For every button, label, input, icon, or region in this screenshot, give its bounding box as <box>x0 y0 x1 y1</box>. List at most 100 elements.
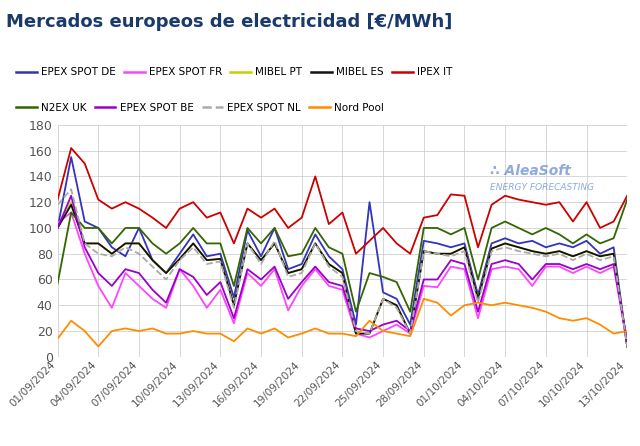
EPEX SPOT DE <box>380 290 387 295</box>
MIBEL PT <box>393 302 401 308</box>
EPEX SPOT BE <box>393 318 401 323</box>
IPEX IT <box>406 251 414 256</box>
MIBEL ES <box>148 257 156 263</box>
EPEX SPOT BE <box>623 339 631 344</box>
MIBEL PT <box>501 241 509 246</box>
IPEX IT <box>257 215 265 220</box>
MIBEL PT <box>582 248 590 254</box>
EPEX SPOT BE <box>352 326 360 331</box>
MIBEL ES <box>325 261 333 267</box>
EPEX SPOT DE <box>122 254 129 259</box>
EPEX SPOT FR <box>284 308 292 313</box>
MIBEL ES <box>95 241 102 246</box>
MIBEL ES <box>352 331 360 336</box>
MIBEL PT <box>529 248 536 254</box>
EPEX SPOT NL <box>216 259 224 264</box>
EPEX SPOT NL <box>284 274 292 280</box>
MIBEL ES <box>163 270 170 276</box>
MIBEL PT <box>352 331 360 336</box>
EPEX SPOT FR <box>380 328 387 334</box>
EPEX SPOT DE <box>365 199 373 205</box>
EPEX SPOT BE <box>556 261 563 267</box>
Nord Pool <box>298 331 305 336</box>
EPEX SPOT DE <box>610 244 618 250</box>
MIBEL ES <box>298 267 305 272</box>
MIBEL PT <box>176 256 184 261</box>
EPEX SPOT BE <box>474 309 482 314</box>
EPEX SPOT FR <box>474 315 482 321</box>
MIBEL ES <box>81 241 88 246</box>
IPEX IT <box>312 174 319 179</box>
MIBEL ES <box>54 225 61 231</box>
MIBEL PT <box>312 241 319 246</box>
Nord Pool <box>433 300 441 306</box>
N2EX UK <box>67 210 75 215</box>
EPEX SPOT BE <box>67 193 75 198</box>
IPEX IT <box>461 193 468 198</box>
MIBEL PT <box>433 251 441 256</box>
EPEX SPOT BE <box>81 244 88 250</box>
EPEX SPOT DE <box>312 232 319 237</box>
EPEX SPOT DE <box>542 244 550 250</box>
N2EX UK <box>406 309 414 314</box>
N2EX UK <box>582 232 590 237</box>
Nord Pool <box>393 331 401 336</box>
N2EX UK <box>420 225 428 231</box>
EPEX SPOT FR <box>447 264 455 269</box>
Line: EPEX SPOT BE: EPEX SPOT BE <box>58 196 627 341</box>
Line: EPEX SPOT DE: EPEX SPOT DE <box>58 157 627 347</box>
MIBEL PT <box>610 251 618 256</box>
EPEX SPOT DE <box>67 154 75 160</box>
EPEX SPOT DE <box>284 267 292 272</box>
EPEX SPOT BE <box>257 277 265 282</box>
Nord Pool <box>203 331 211 336</box>
Nord Pool <box>339 331 346 336</box>
EPEX SPOT FR <box>54 220 61 226</box>
EPEX SPOT DE <box>556 241 563 246</box>
MIBEL PT <box>244 241 252 246</box>
EPEX SPOT BE <box>380 322 387 327</box>
MIBEL PT <box>488 246 495 251</box>
EPEX SPOT NL <box>529 251 536 256</box>
EPEX SPOT NL <box>163 277 170 282</box>
MIBEL ES <box>623 344 631 349</box>
EPEX SPOT FR <box>352 331 360 336</box>
MIBEL ES <box>488 246 495 251</box>
EPEX SPOT DE <box>447 244 455 250</box>
N2EX UK <box>365 270 373 276</box>
Line: EPEX SPOT FR: EPEX SPOT FR <box>58 212 627 344</box>
EPEX SPOT NL <box>135 251 143 256</box>
MIBEL ES <box>67 202 75 207</box>
Nord Pool <box>325 331 333 336</box>
IPEX IT <box>420 215 428 220</box>
N2EX UK <box>352 309 360 314</box>
EPEX SPOT NL <box>325 264 333 269</box>
Nord Pool <box>596 322 604 327</box>
EPEX SPOT DE <box>81 219 88 224</box>
Nord Pool <box>148 326 156 331</box>
MIBEL PT <box>325 261 333 267</box>
EPEX SPOT NL <box>244 241 252 246</box>
Nord Pool <box>230 339 237 344</box>
Nord Pool <box>189 328 197 334</box>
EPEX SPOT DE <box>176 251 184 256</box>
EPEX SPOT DE <box>515 241 522 246</box>
N2EX UK <box>501 219 509 224</box>
EPEX SPOT BE <box>569 267 577 272</box>
EPEX SPOT BE <box>420 277 428 282</box>
EPEX SPOT BE <box>515 261 522 267</box>
MIBEL PT <box>230 302 237 308</box>
MIBEL ES <box>596 254 604 259</box>
Nord Pool <box>582 315 590 321</box>
MIBEL ES <box>203 257 211 263</box>
EPEX SPOT NL <box>420 248 428 254</box>
MIBEL PT <box>67 199 75 205</box>
EPEX SPOT DE <box>420 238 428 244</box>
IPEX IT <box>216 210 224 215</box>
N2EX UK <box>122 225 129 231</box>
EPEX SPOT NL <box>610 254 618 259</box>
IPEX IT <box>108 206 116 211</box>
EPEX SPOT BE <box>203 292 211 297</box>
EPEX SPOT NL <box>380 296 387 301</box>
IPEX IT <box>148 215 156 220</box>
